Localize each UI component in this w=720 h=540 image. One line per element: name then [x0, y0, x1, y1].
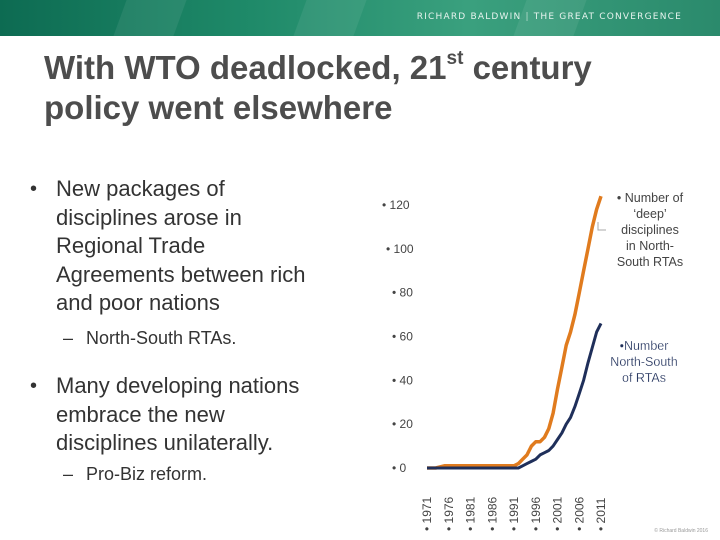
title-line-1: With WTO deadlocked, 21st century — [44, 48, 684, 88]
bullet-line: New packages of — [56, 176, 225, 201]
x-tick-label: • 1976 — [442, 496, 456, 531]
brand-book: THE GREAT CONVERGENCE — [533, 12, 682, 22]
brand-author: RICHARD BALDWIN — [416, 12, 522, 22]
bullet-line: Regional Trade — [56, 233, 206, 258]
bullet-dot: • — [30, 178, 38, 200]
x-tick-label: • 1971 — [420, 496, 434, 531]
title-superscript: st — [446, 48, 464, 69]
bullet-line: disciplines arose in — [56, 204, 242, 230]
y-tick-label: • 20 — [392, 417, 413, 431]
x-tick-label: • 1991 — [507, 496, 521, 531]
sub-bullet-text: North-South RTAs. — [86, 328, 237, 348]
sub-bullet-dash: – — [63, 464, 74, 484]
brand-separator: | — [525, 12, 530, 22]
x-tick-label: • 2011 — [594, 497, 608, 531]
y-tick-label: • 40 — [392, 373, 413, 387]
bullet-line: and poor nations — [56, 290, 220, 315]
label-connector — [597, 222, 606, 231]
copyright-note: © Richard Baldwin 2016 — [654, 528, 708, 534]
y-tick-label: • 60 — [392, 330, 413, 344]
bullet-line: Many developing nations — [56, 373, 300, 398]
series-label-rta-count: •Number North-South of RTAs — [610, 339, 677, 385]
series-line-deep-disciplines — [427, 195, 603, 470]
title-line-1-end: century — [463, 49, 592, 86]
bullet-developing-nations: • Many developing nations embrace the ne… — [30, 372, 300, 458]
x-tick-label: • 2006 — [572, 496, 586, 531]
y-tick-label: • 0 — [392, 461, 407, 475]
y-tick-label: • 120 — [382, 198, 410, 212]
sub-bullet-text: Pro-Biz reform. — [86, 464, 208, 484]
title-line-2: policy went elsewhere — [44, 89, 393, 126]
x-tick-label: • 2001 — [551, 496, 565, 531]
series-line-rta-count — [427, 322, 603, 470]
slide-title: With WTO deadlocked, 21st century policy… — [44, 48, 684, 128]
sub-bullet-north-south: – North-South RTAs. — [63, 326, 237, 350]
header-band: RICHARD BALDWIN | THE GREAT CONVERGENCE — [0, 0, 720, 36]
bullet-dot: • — [30, 375, 38, 397]
header-brand: RICHARD BALDWIN | THE GREAT CONVERGENCE — [417, 12, 682, 22]
bullet-line: embrace the new — [56, 401, 225, 427]
bullet-line: disciplines unilaterally. — [56, 430, 274, 455]
x-tick-label: • 1986 — [485, 496, 499, 531]
y-tick-label: • 100 — [386, 242, 414, 256]
sub-bullet-pro-biz: – Pro-Biz reform. — [63, 462, 208, 486]
x-tick-label: • 1996 — [529, 496, 543, 531]
y-tick-label: • 80 — [392, 286, 413, 300]
bullet-line: Agreements between rich — [56, 261, 306, 287]
x-tick-label: • 1981 — [464, 496, 478, 531]
sub-bullet-dash: – — [63, 328, 74, 348]
bullet-rtas: • New packages of disciplines arose in R… — [30, 175, 306, 318]
series-label-deep-disciplines: • Number of ‘deep’ disciplines in North-Sou… — [617, 191, 684, 269]
title-line-1-main: With WTO deadlocked, 21 — [44, 49, 447, 86]
